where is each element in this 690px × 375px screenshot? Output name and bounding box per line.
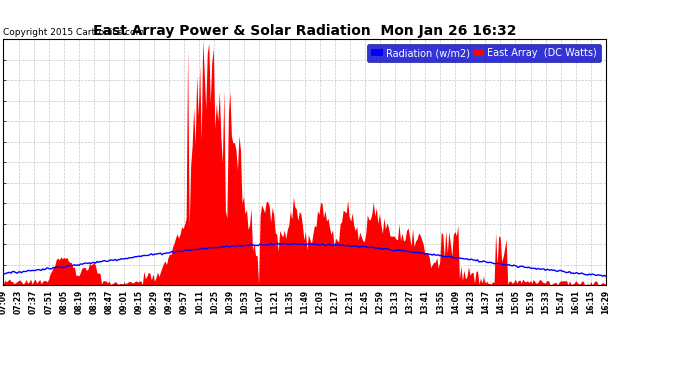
Legend: Radiation (w/m2), East Array  (DC Watts): Radiation (w/m2), East Array (DC Watts) xyxy=(367,44,601,62)
Text: Copyright 2015 Cartronics.com: Copyright 2015 Cartronics.com xyxy=(3,28,145,37)
Title: East Array Power & Solar Radiation  Mon Jan 26 16:32: East Array Power & Solar Radiation Mon J… xyxy=(93,24,516,38)
